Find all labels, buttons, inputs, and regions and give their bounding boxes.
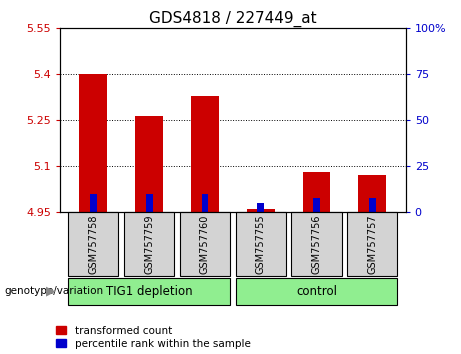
Bar	[236, 212, 286, 276]
Bar	[68, 278, 230, 305]
Bar	[247, 209, 275, 212]
Bar	[146, 194, 153, 212]
Bar	[291, 212, 342, 276]
Text: GSM757756: GSM757756	[312, 215, 321, 274]
Bar	[313, 198, 320, 212]
Bar	[201, 194, 208, 212]
Bar	[135, 116, 163, 212]
Text: ▶: ▶	[46, 285, 55, 298]
Text: GSM757755: GSM757755	[256, 215, 266, 274]
Bar	[191, 96, 219, 212]
Bar	[90, 194, 97, 212]
Text: GSM757759: GSM757759	[144, 215, 154, 274]
Bar	[124, 212, 174, 276]
Bar	[369, 198, 376, 212]
Text: genotype/variation: genotype/variation	[5, 286, 104, 296]
Bar	[68, 212, 118, 276]
Legend: transformed count, percentile rank within the sample: transformed count, percentile rank withi…	[56, 326, 250, 349]
Bar	[236, 278, 397, 305]
Bar	[302, 172, 331, 212]
Bar	[180, 212, 230, 276]
Title: GDS4818 / 227449_at: GDS4818 / 227449_at	[149, 11, 317, 27]
Text: GSM757760: GSM757760	[200, 215, 210, 274]
Bar	[358, 175, 386, 212]
Bar	[347, 212, 397, 276]
Bar	[79, 74, 107, 212]
Text: GSM757758: GSM757758	[89, 215, 98, 274]
Text: GSM757757: GSM757757	[367, 215, 377, 274]
Text: TIG1 depletion: TIG1 depletion	[106, 285, 193, 298]
Bar	[257, 203, 264, 212]
Text: control: control	[296, 285, 337, 298]
